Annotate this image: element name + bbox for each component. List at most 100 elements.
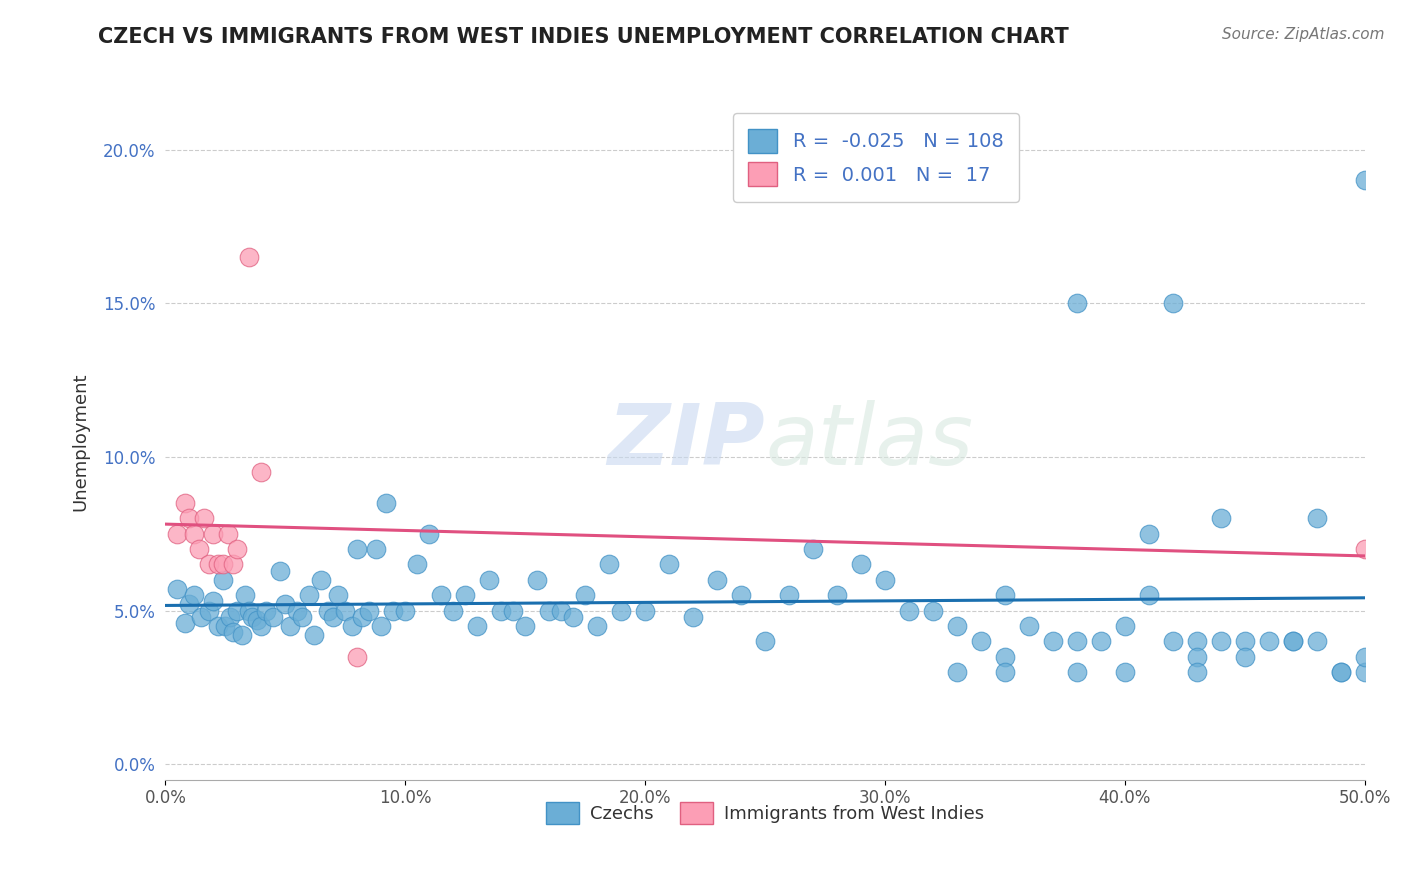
Point	[610, 604, 633, 618]
Point	[214, 619, 236, 633]
Point	[370, 619, 392, 633]
Point	[730, 588, 752, 602]
Point	[658, 558, 681, 572]
Text: Source: ZipAtlas.com: Source: ZipAtlas.com	[1222, 27, 1385, 42]
Point	[245, 613, 267, 627]
Point	[382, 604, 405, 618]
Point	[318, 604, 340, 618]
Point	[221, 625, 243, 640]
Point	[430, 588, 453, 602]
Point	[366, 542, 388, 557]
Point	[1066, 665, 1088, 679]
Point	[240, 609, 263, 624]
Point	[278, 619, 301, 633]
Point	[1330, 665, 1353, 679]
Point	[825, 588, 848, 602]
Point	[375, 496, 398, 510]
Point	[598, 558, 620, 572]
Point	[231, 628, 253, 642]
Point	[285, 604, 308, 618]
Text: ZIP: ZIP	[607, 401, 765, 483]
Text: CZECH VS IMMIGRANTS FROM WEST INDIES UNEMPLOYMENT CORRELATION CHART: CZECH VS IMMIGRANTS FROM WEST INDIES UNE…	[98, 27, 1069, 46]
Point	[574, 588, 596, 602]
Point	[1137, 588, 1160, 602]
Point	[166, 582, 188, 596]
Point	[179, 511, 201, 525]
Point	[898, 604, 921, 618]
Point	[418, 526, 440, 541]
Point	[994, 665, 1017, 679]
Point	[335, 604, 357, 618]
Point	[1233, 649, 1256, 664]
Point	[682, 609, 704, 624]
Point	[970, 634, 993, 648]
Point	[1282, 634, 1305, 648]
Point	[270, 564, 292, 578]
Point	[515, 619, 537, 633]
Point	[406, 558, 429, 572]
Point	[233, 588, 256, 602]
Point	[778, 588, 800, 602]
Point	[538, 604, 561, 618]
Point	[322, 609, 344, 624]
Point	[1161, 634, 1184, 648]
Point	[526, 573, 548, 587]
Point	[226, 604, 249, 618]
Text: atlas: atlas	[765, 401, 973, 483]
Point	[1114, 619, 1136, 633]
Point	[946, 619, 969, 633]
Point	[1306, 634, 1329, 648]
Point	[489, 604, 512, 618]
Point	[202, 594, 225, 608]
Point	[502, 604, 524, 618]
Point	[254, 604, 277, 618]
Point	[586, 619, 609, 633]
Point	[1185, 649, 1208, 664]
Point	[226, 542, 249, 557]
Point	[1209, 511, 1232, 525]
Point	[1306, 511, 1329, 525]
Point	[1354, 542, 1376, 557]
Point	[173, 496, 195, 510]
Point	[173, 615, 195, 630]
Point	[994, 588, 1017, 602]
Point	[298, 588, 321, 602]
Point	[562, 609, 585, 624]
Point	[1354, 649, 1376, 664]
Point	[207, 558, 229, 572]
Point	[212, 573, 235, 587]
Point	[190, 609, 212, 624]
Point	[1257, 634, 1279, 648]
Point	[1209, 634, 1232, 648]
Point	[550, 604, 572, 618]
Point	[801, 542, 824, 557]
Y-axis label: Unemployment: Unemployment	[72, 372, 89, 511]
Point	[1354, 173, 1376, 187]
Point	[183, 526, 205, 541]
Point	[1066, 296, 1088, 310]
Point	[212, 558, 235, 572]
Point	[326, 588, 349, 602]
Point	[291, 609, 314, 624]
Point	[262, 609, 284, 624]
Point	[202, 526, 225, 541]
Legend: Czechs, Immigrants from West Indies: Czechs, Immigrants from West Indies	[538, 795, 991, 831]
Point	[166, 526, 188, 541]
Point	[219, 609, 242, 624]
Point	[754, 634, 776, 648]
Point	[1282, 634, 1305, 648]
Point	[994, 649, 1017, 664]
Point	[359, 604, 381, 618]
Point	[1330, 665, 1353, 679]
Point	[454, 588, 477, 602]
Point	[873, 573, 896, 587]
Point	[311, 573, 333, 587]
Point	[441, 604, 464, 618]
Point	[207, 619, 229, 633]
Point	[352, 609, 374, 624]
Point	[634, 604, 657, 618]
Point	[1018, 619, 1040, 633]
Point	[465, 619, 488, 633]
Point	[1090, 634, 1112, 648]
Point	[197, 604, 219, 618]
